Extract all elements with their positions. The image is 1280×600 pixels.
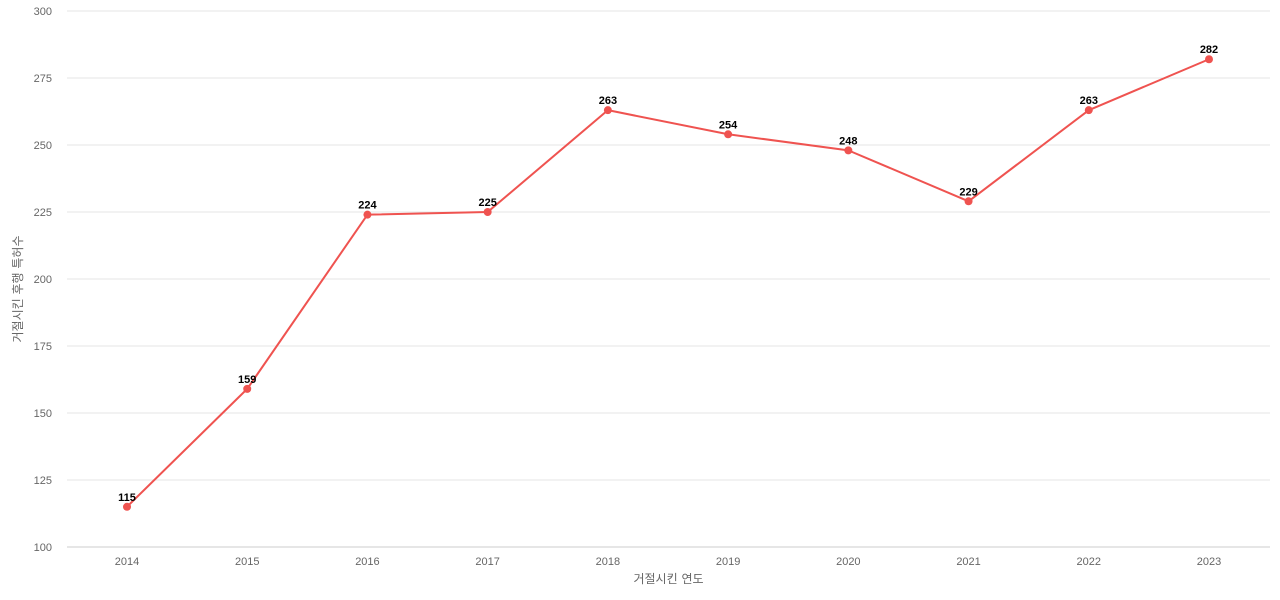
y-tick-label: 275 [34,73,52,85]
data-label: 254 [719,119,738,131]
data-label: 229 [959,186,977,198]
data-point[interactable] [483,208,492,216]
x-tick-label: 2018 [596,556,620,568]
data-point[interactable] [1205,55,1213,64]
data-point[interactable] [724,130,733,139]
y-tick-label: 225 [34,207,52,219]
x-axis-ticks: 2014 2015 2016 2017 2018 2019 2020 2021 2022 2023 [115,556,1221,568]
data-label: 159 [238,374,256,386]
x-tick-label: 2015 [235,556,259,568]
y-tick-label: 250 [34,140,52,152]
y-tick-label: 200 [34,274,52,286]
x-tick-label: 2022 [1077,556,1101,568]
y-axis-title: 거절시킨 후행 특허수 [10,236,25,343]
y-axis-ticks: 100 125 150 175 200 225 250 275 300 [34,6,52,554]
x-tick-label: 2014 [115,556,139,568]
data-label: 263 [1080,95,1098,107]
data-point[interactable] [844,146,853,155]
x-axis-title: 거절시킨 연도 [633,572,703,586]
data-label: 225 [478,197,496,209]
data-point[interactable] [123,502,131,511]
data-point[interactable] [964,197,973,206]
x-tick-label: 2020 [836,556,860,568]
data-point[interactable] [363,210,372,219]
x-tick-label: 2016 [355,556,379,568]
gridlines [67,10,1270,548]
data-label: 263 [599,95,617,107]
x-tick-label: 2021 [956,556,980,568]
data-label: 224 [358,200,377,212]
data-point[interactable] [1084,106,1093,115]
y-tick-label: 150 [34,408,52,420]
y-tick-label: 300 [34,6,52,18]
data-label: 282 [1200,44,1218,56]
x-tick-label: 2023 [1197,556,1221,568]
y-tick-label: 125 [34,475,52,487]
series-line [126,58,1210,508]
x-tick-label: 2019 [716,556,740,568]
data-label: 115 [118,492,136,504]
data-point[interactable] [243,384,252,393]
data-labels: 115 159 224 225 263 254 248 229 263 282 [118,44,1218,504]
data-label: 248 [839,135,857,147]
x-tick-label: 2017 [475,556,499,568]
y-tick-label: 175 [34,341,52,353]
data-point[interactable] [603,106,612,115]
series-layer [123,55,1213,511]
y-tick-label: 100 [34,542,52,554]
